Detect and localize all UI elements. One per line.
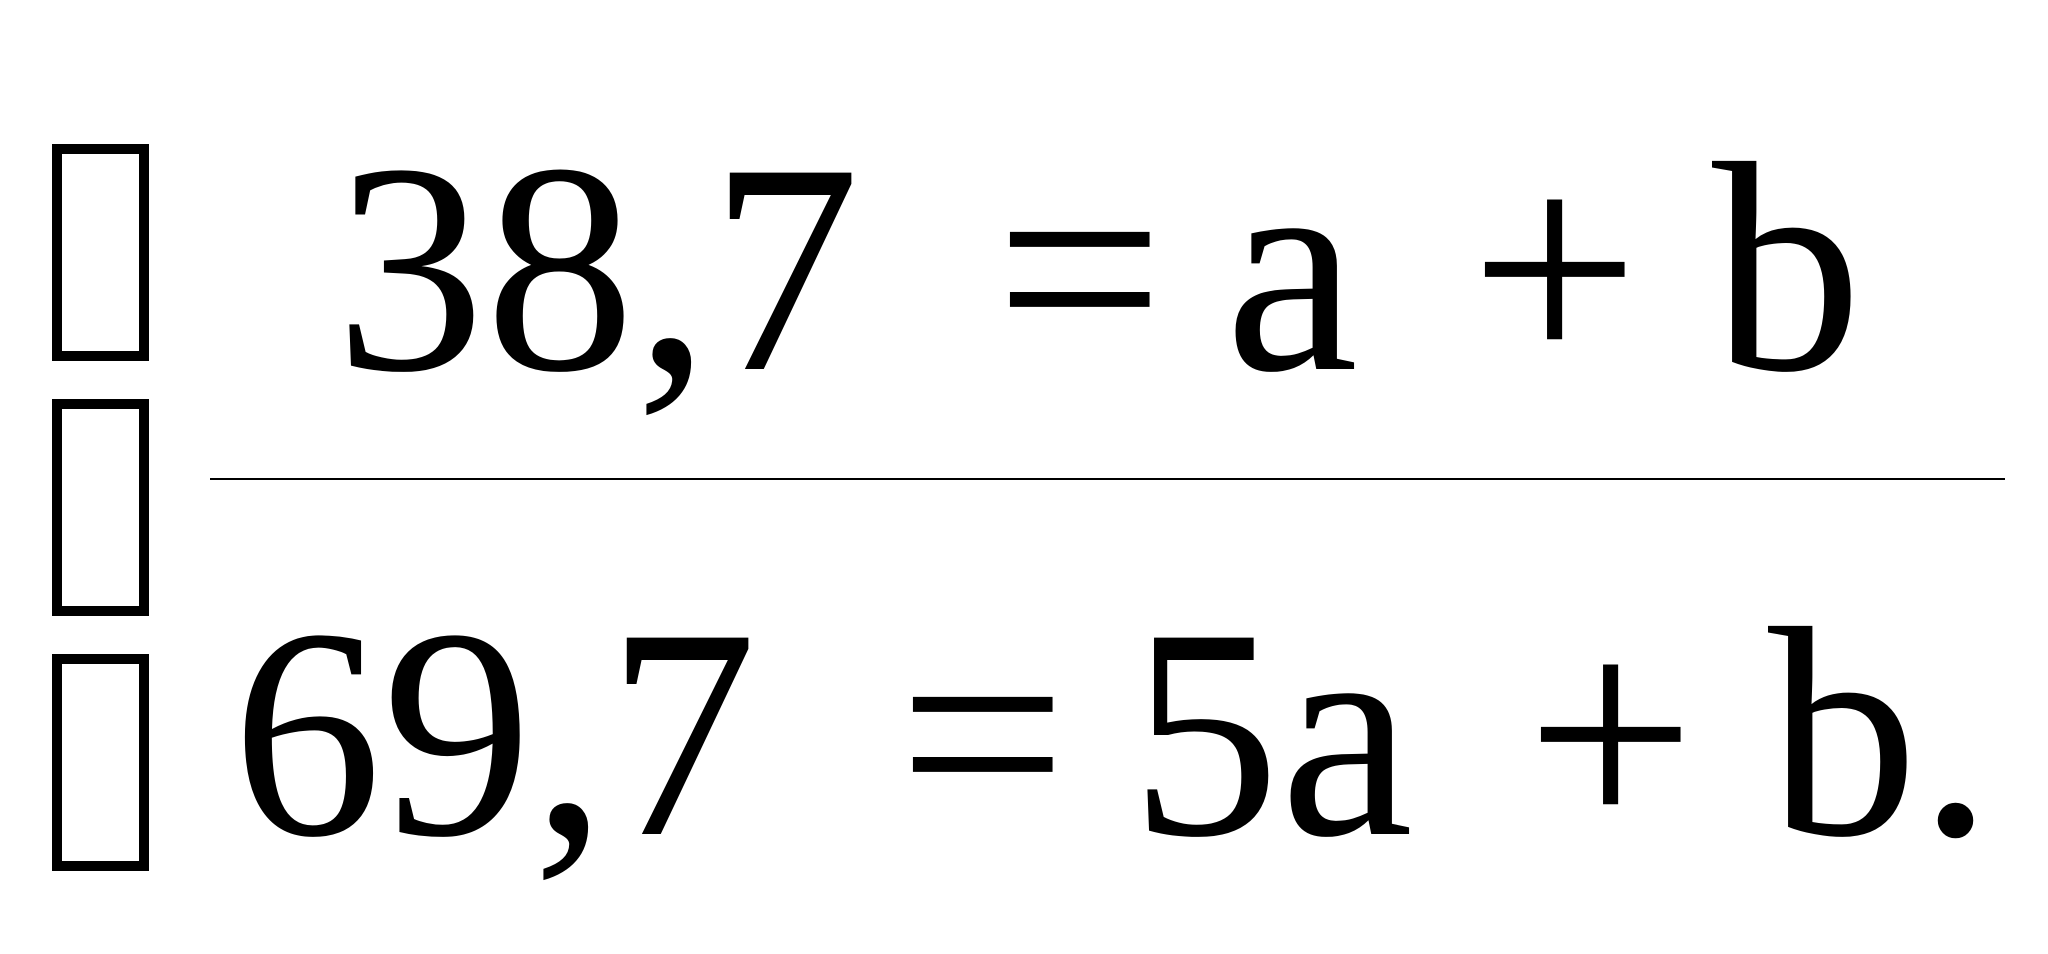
eq2-lhs: 69,7 [232, 567, 757, 899]
eq1-term1: a [1225, 102, 1359, 434]
eq2-plus: + [1526, 567, 1696, 899]
eq1-term2: b [1712, 102, 1862, 434]
brace-middle-glyph-icon [52, 399, 149, 616]
eq1-plus: + [1470, 102, 1640, 434]
brace-top-glyph-icon [52, 144, 149, 361]
divider-line [210, 478, 2005, 480]
eq2-equals: = [898, 567, 1068, 899]
eq2-term2: b. [1768, 567, 1993, 899]
brace-bottom-glyph-icon [52, 654, 149, 871]
eq1-equals: = [995, 102, 1165, 434]
eq2-term1: 5a [1130, 567, 1414, 899]
eq1-lhs: 38,7 [335, 102, 860, 434]
